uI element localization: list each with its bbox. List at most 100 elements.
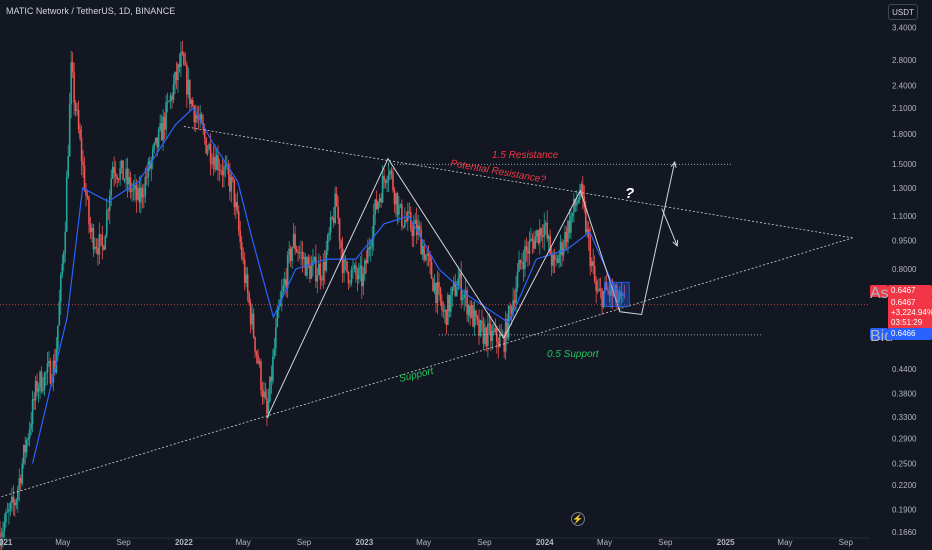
candle-body bbox=[467, 305, 470, 315]
x-tick-label: Sep bbox=[477, 538, 492, 547]
candle-body bbox=[589, 237, 592, 267]
candle-body bbox=[349, 282, 351, 284]
candle-body bbox=[39, 371, 41, 388]
currency-button[interactable]: USDT bbox=[888, 4, 918, 20]
candle-body bbox=[353, 265, 356, 269]
candle-body bbox=[260, 361, 262, 390]
zigzag-path[interactable] bbox=[266, 157, 676, 419]
candle-body bbox=[540, 228, 543, 236]
candle-body bbox=[441, 301, 443, 310]
x-tick-label: 2025 bbox=[717, 538, 735, 547]
candle-body bbox=[332, 218, 335, 223]
candle-body bbox=[605, 283, 608, 290]
symbol-title[interactable]: MATIC Network / TetherUS, 1D, BINANCE bbox=[6, 6, 176, 16]
candle-body bbox=[454, 282, 457, 296]
x-tick-label: Sep bbox=[116, 538, 131, 547]
candle-body bbox=[187, 79, 190, 95]
candle-body bbox=[481, 320, 483, 324]
tradingview-flash-icon[interactable]: ⚡ bbox=[571, 512, 585, 526]
candle-body bbox=[473, 310, 476, 327]
candle-body bbox=[234, 201, 237, 208]
candle-body bbox=[595, 281, 597, 291]
candle-body bbox=[31, 398, 34, 424]
candle-body bbox=[374, 199, 376, 215]
candle-body bbox=[183, 53, 185, 65]
candle-body bbox=[282, 285, 285, 292]
candle-body bbox=[525, 246, 528, 251]
candle-body bbox=[513, 300, 516, 304]
candle-body bbox=[74, 103, 77, 112]
candle-body bbox=[598, 288, 600, 291]
candle-body bbox=[491, 330, 494, 341]
candle-body bbox=[315, 257, 317, 282]
candle-body bbox=[220, 170, 222, 171]
candle-body bbox=[519, 260, 522, 264]
candle-body bbox=[43, 373, 46, 390]
candle-body bbox=[191, 100, 194, 107]
candle-body bbox=[153, 143, 156, 150]
candle-body bbox=[533, 240, 535, 249]
range-box[interactable] bbox=[604, 281, 630, 307]
candle-body bbox=[384, 180, 387, 183]
candle-body bbox=[472, 304, 474, 327]
candle-body bbox=[224, 165, 227, 167]
candle-body bbox=[80, 138, 83, 162]
candle-body bbox=[266, 397, 268, 414]
candle-body bbox=[180, 51, 182, 67]
candle-body bbox=[160, 123, 163, 141]
price-axis[interactable]: 3.4000 2.8000 2.4000 2.1000 1.8000 1.5000 1.30… bbox=[892, 24, 917, 537]
candle-body bbox=[503, 334, 506, 352]
candle-body bbox=[94, 246, 96, 250]
candle-body bbox=[214, 157, 216, 170]
candle-body bbox=[482, 323, 485, 344]
candle-body bbox=[586, 229, 589, 233]
candle-body bbox=[0, 532, 1, 547]
candle-body bbox=[512, 300, 514, 314]
candle-body bbox=[194, 114, 197, 123]
candle-body bbox=[25, 439, 28, 453]
candle-body bbox=[272, 356, 274, 382]
candle-body bbox=[602, 291, 605, 308]
candle-body bbox=[97, 248, 99, 255]
candle-body bbox=[122, 160, 124, 181]
candle-body bbox=[377, 202, 379, 209]
drawings-layer[interactable] bbox=[0, 126, 870, 497]
candle-body bbox=[420, 229, 422, 255]
candle-body bbox=[344, 259, 347, 262]
candle-body bbox=[303, 256, 305, 260]
candle-body bbox=[45, 372, 47, 374]
candle-body bbox=[261, 389, 264, 398]
candle-body bbox=[91, 227, 93, 233]
candle-body bbox=[114, 172, 117, 177]
x-tick-label: May bbox=[777, 538, 792, 547]
y-tick-label: 0.3300 bbox=[892, 413, 917, 422]
candle-body bbox=[79, 129, 81, 139]
candle-body bbox=[248, 292, 250, 304]
projection-down-line[interactable] bbox=[661, 208, 678, 247]
candle-body bbox=[71, 62, 74, 73]
candle-body bbox=[108, 195, 111, 211]
candle-body bbox=[340, 240, 342, 249]
candle-body bbox=[277, 306, 280, 310]
time-axis[interactable]: 2021 May Sep 2022 May Sep 2023 May Sep 2024 May Sep… bbox=[0, 537, 870, 547]
candle-body bbox=[229, 174, 231, 192]
candle-body bbox=[590, 261, 593, 267]
candle-body bbox=[6, 511, 9, 513]
candle-body bbox=[515, 287, 517, 304]
candle-body bbox=[249, 303, 252, 325]
candle-body bbox=[310, 265, 313, 279]
candle-body bbox=[458, 272, 461, 279]
candle-body bbox=[573, 199, 575, 213]
resistance-label: 1.5 Resistance bbox=[492, 150, 559, 161]
y-tick-label: 2.8000 bbox=[892, 56, 917, 65]
candle-body bbox=[484, 327, 486, 344]
candle-body bbox=[541, 235, 544, 238]
candle-body bbox=[338, 218, 341, 241]
candle-body bbox=[215, 155, 218, 170]
lower-trendline[interactable] bbox=[1, 237, 853, 497]
candle-body bbox=[144, 176, 147, 196]
candle-body bbox=[536, 230, 538, 237]
candle-body bbox=[355, 265, 357, 275]
upper-trendline[interactable] bbox=[183, 126, 853, 239]
